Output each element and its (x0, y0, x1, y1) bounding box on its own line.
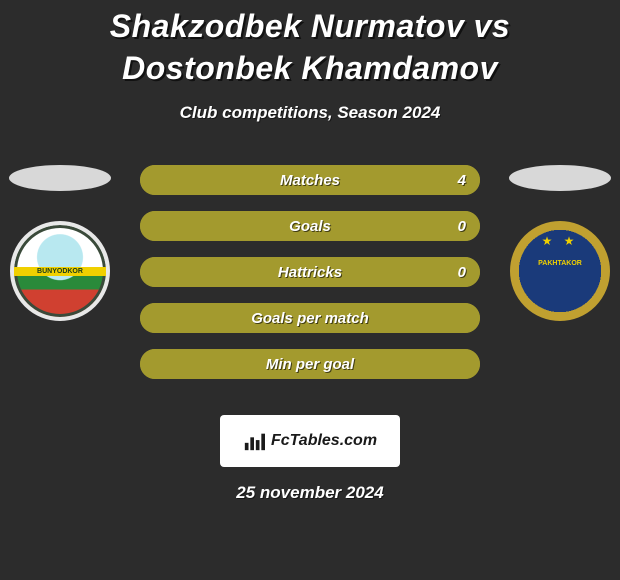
page-title: Shakzodbek Nurmatov vs Dostonbek Khamdam… (0, 6, 620, 89)
player-right-name-pill (509, 165, 611, 191)
stat-label: Min per goal (140, 349, 480, 379)
bar-chart-icon (243, 430, 265, 452)
stat-label: Matches (140, 165, 480, 195)
main-area: Matches4Goals0Hattricks0Goals per matchM… (0, 165, 620, 395)
stat-value-right: 0 (458, 211, 466, 241)
date-text: 25 november 2024 (0, 483, 620, 503)
player-left (0, 165, 120, 321)
stat-row: Goals0 (140, 211, 480, 241)
club-crest-left (10, 221, 110, 321)
stat-label: Goals (140, 211, 480, 241)
stat-label: Hattricks (140, 257, 480, 287)
subtitle: Club competitions, Season 2024 (0, 103, 620, 123)
brand-text: FcTables.com (271, 432, 377, 450)
stat-row: Goals per match (140, 303, 480, 333)
player-left-name-pill (9, 165, 111, 191)
stat-row: Hattricks0 (140, 257, 480, 287)
club-crest-right (510, 221, 610, 321)
brand-badge[interactable]: FcTables.com (220, 415, 400, 467)
stat-bars: Matches4Goals0Hattricks0Goals per matchM… (140, 165, 480, 379)
stat-row: Min per goal (140, 349, 480, 379)
stat-label: Goals per match (140, 303, 480, 333)
player-right (500, 165, 620, 321)
stat-row: Matches4 (140, 165, 480, 195)
stat-value-right: 0 (458, 257, 466, 287)
comparison-card: Shakzodbek Nurmatov vs Dostonbek Khamdam… (0, 0, 620, 503)
stat-value-right: 4 (458, 165, 466, 195)
